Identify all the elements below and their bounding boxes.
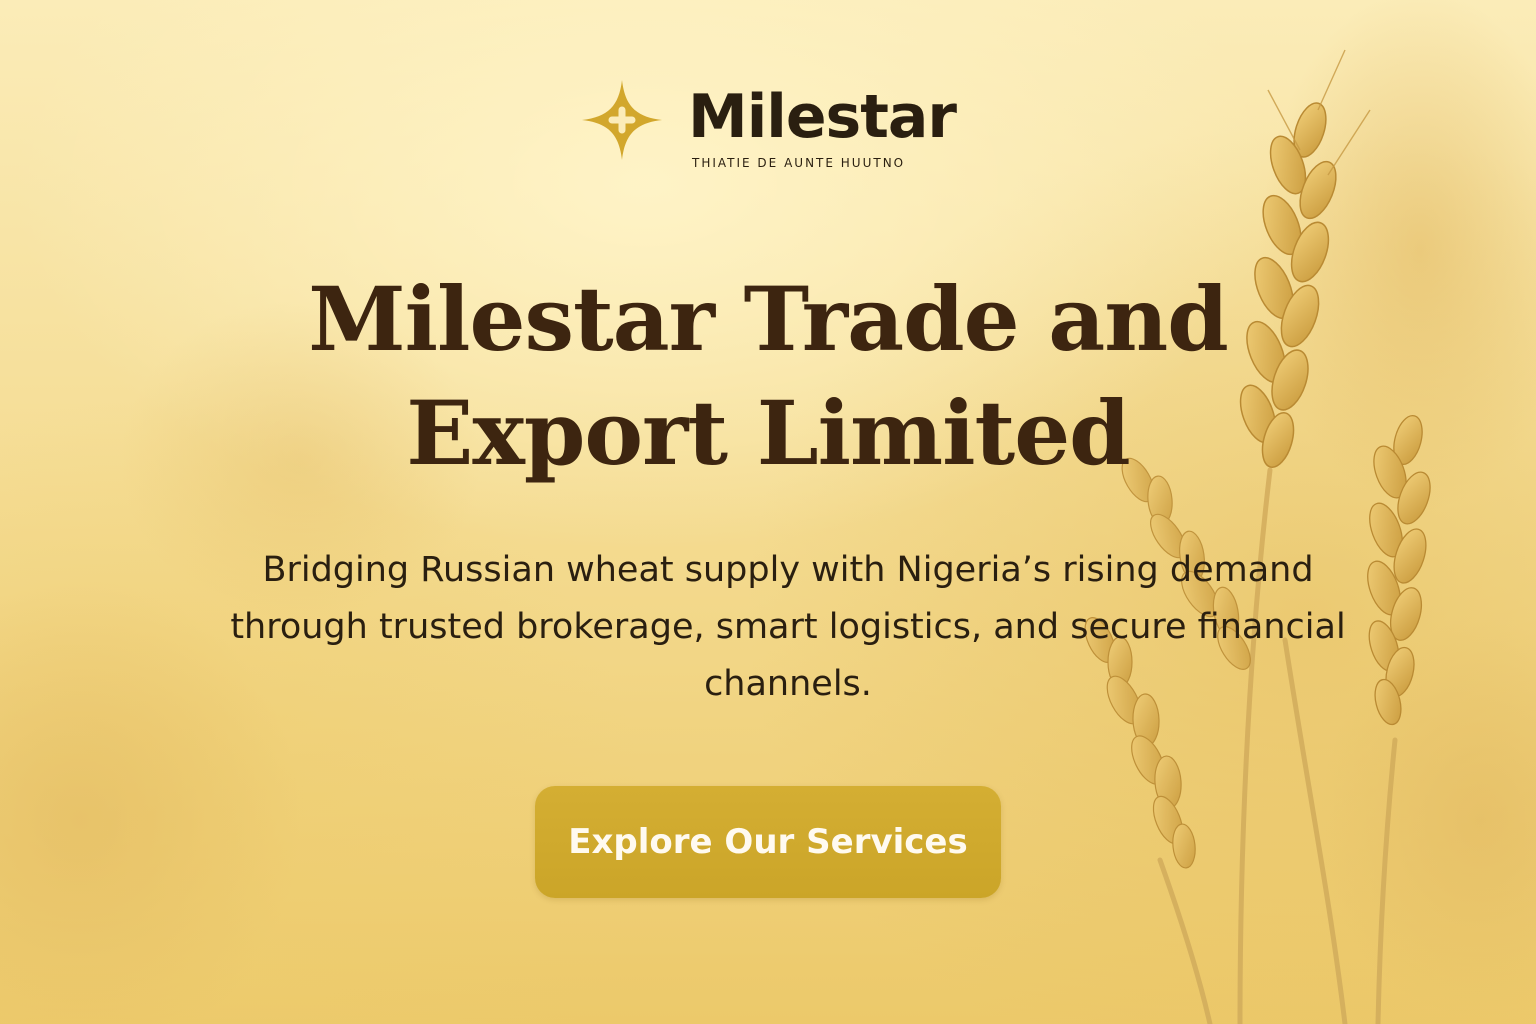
page-title: Milestar Trade and Export Limited <box>168 262 1368 490</box>
four-point-star-icon <box>582 80 662 160</box>
page-title-line-2: Export Limited <box>406 381 1130 485</box>
brand-tagline: THIATIE DE AUNTE HUUTNO <box>692 156 906 170</box>
brand-logo[interactable]: Milestar THIATIE DE AUNTE HUUTNO <box>578 74 958 174</box>
explore-services-button[interactable]: Explore Our Services <box>535 786 1001 898</box>
hero-subtitle: Bridging Russian wheat supply with Niger… <box>230 550 1346 704</box>
page-title-line-1: Milestar Trade and <box>308 267 1229 371</box>
brand-name: Milestar <box>688 82 957 152</box>
